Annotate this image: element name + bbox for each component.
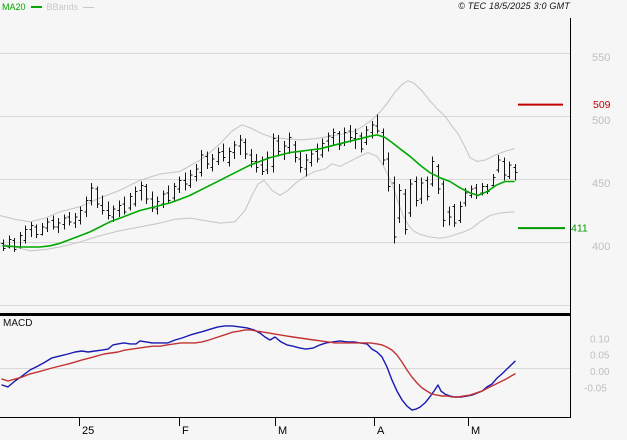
x-axis-tick-label: M xyxy=(278,425,287,437)
macd-axis-label: 0.10 xyxy=(590,334,610,345)
ma20-legend-label: MA20 xyxy=(2,2,26,12)
level-label-411: 411 xyxy=(571,223,588,235)
x-axis-tick-label: M xyxy=(471,425,480,437)
price-axis-label: 450 xyxy=(592,178,610,190)
x-axis-tick-label: F xyxy=(182,425,189,437)
macd-axis-label: 0.00 xyxy=(590,367,610,378)
macd-signal-line xyxy=(1,329,516,398)
copyright-text: © TEC 18/5/2025 3:0 GMT xyxy=(458,1,570,11)
x-axis-tick-label: 25 xyxy=(82,425,94,437)
macd-axis-label: 0.05 xyxy=(590,351,610,362)
macd-line xyxy=(1,325,516,411)
bbands-legend-label: BBands xyxy=(46,2,79,12)
ma20-line xyxy=(2,134,515,248)
macd-axis-label: -0.05 xyxy=(584,383,607,394)
bbands-legend-swatch xyxy=(83,6,95,8)
level-label-509: 509 xyxy=(593,99,611,111)
macd-panel-title: MACD xyxy=(3,318,33,329)
legend: MA20 BBands xyxy=(2,1,95,13)
panel-separator xyxy=(0,313,571,316)
bb-lower-line xyxy=(0,151,515,252)
bb-upper-line xyxy=(0,80,515,223)
price-axis-label: 400 xyxy=(592,241,610,253)
x-axis-tick-label: A xyxy=(377,425,385,437)
ma20-legend-swatch xyxy=(30,6,42,8)
price-axis-label: 500 xyxy=(592,115,610,127)
price-axis-label: 550 xyxy=(592,52,610,64)
